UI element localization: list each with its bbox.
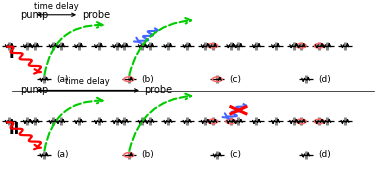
Text: time delay: time delay xyxy=(65,77,110,87)
Text: (b): (b) xyxy=(141,75,153,84)
Text: (a): (a) xyxy=(56,150,68,159)
Text: (b): (b) xyxy=(141,150,153,159)
Text: (c): (c) xyxy=(229,150,241,159)
Text: probe: probe xyxy=(144,85,173,95)
Text: (a): (a) xyxy=(56,75,68,84)
Text: (d): (d) xyxy=(318,75,330,84)
Text: (c): (c) xyxy=(229,75,241,84)
Text: probe: probe xyxy=(82,10,110,20)
Text: I: I xyxy=(9,46,15,61)
Text: pump: pump xyxy=(20,85,48,95)
Text: (d): (d) xyxy=(318,150,330,159)
Text: pump: pump xyxy=(20,10,48,20)
Text: II: II xyxy=(9,122,20,137)
Text: time delay: time delay xyxy=(34,2,79,11)
